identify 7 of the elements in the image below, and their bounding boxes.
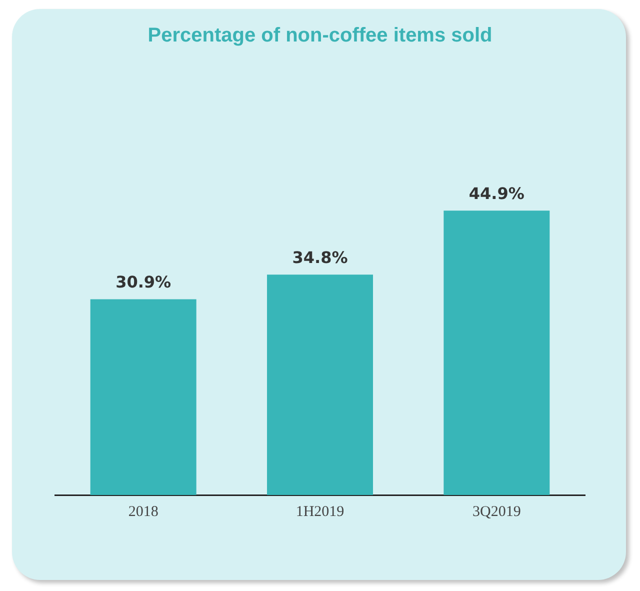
x-tick-label: 1H2019 [296, 504, 344, 520]
data-label: 30.9% [116, 272, 172, 292]
x-tick-label: 3Q2019 [472, 504, 521, 520]
data-label: 34.8% [292, 248, 348, 267]
data-label: 44.9% [468, 184, 524, 203]
chart-title: Percentage of non-coffee items sold [148, 24, 492, 47]
x-tick-label: 2018 [128, 504, 158, 520]
